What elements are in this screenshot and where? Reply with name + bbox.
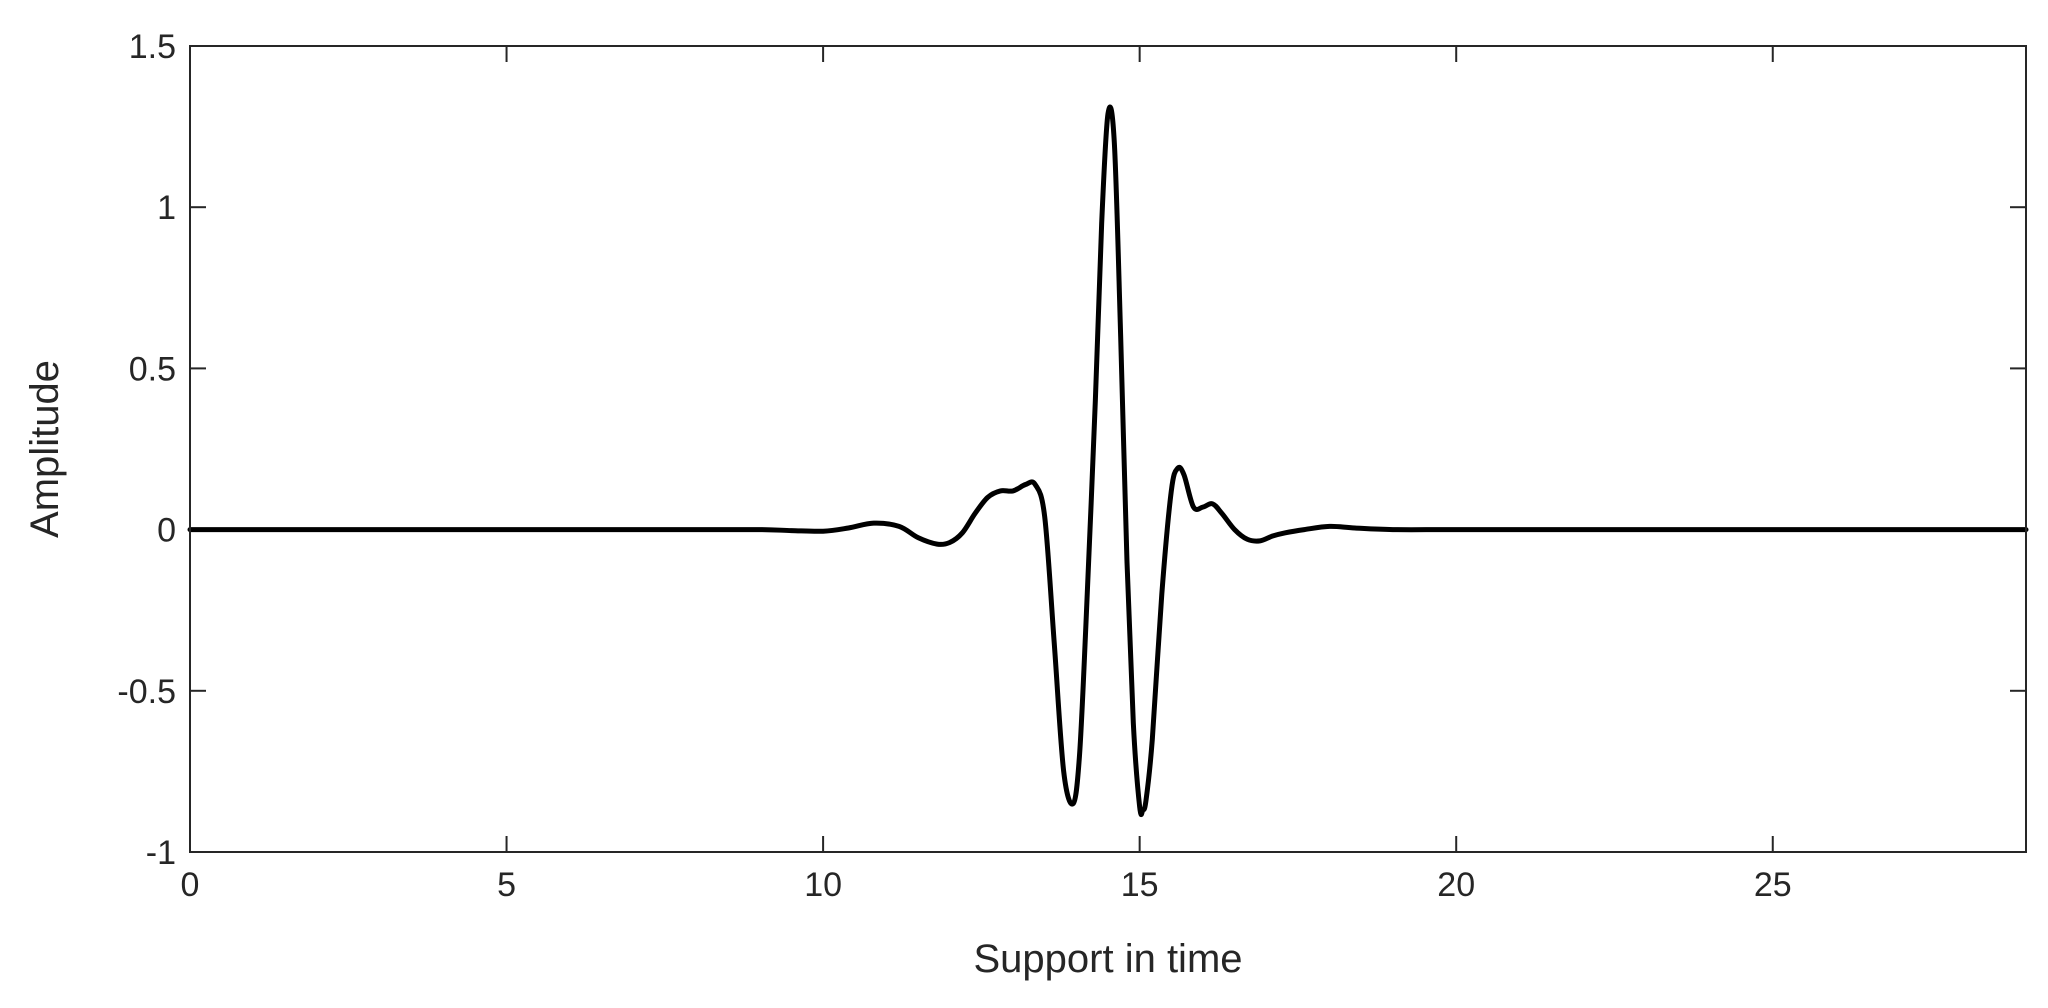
y-tick-label: 1: [157, 189, 176, 227]
y-tick-label: 0.5: [129, 350, 176, 388]
y-axis-title: Amplitude: [23, 360, 67, 538]
y-tick-label: -1: [146, 834, 176, 872]
plot-area: [190, 46, 2026, 852]
x-tick-label: 25: [1754, 866, 1792, 904]
x-axis-title: Support in time: [973, 937, 1242, 981]
y-tick-label: 1.5: [129, 28, 176, 66]
x-tick-labels: 0 5 10 15 20 25: [181, 866, 1792, 904]
x-tick-label: 5: [497, 866, 516, 904]
x-tick-label: 15: [1121, 866, 1159, 904]
series-layer: [187, 104, 2029, 818]
plot-frame: [189, 45, 2027, 853]
y-tick-label: 0: [157, 512, 176, 550]
y-tick-labels: -1 -0.5 0 0.5 1 1.5: [117, 28, 176, 872]
x-tick-label: 20: [1437, 866, 1475, 904]
x-tick-label: 0: [181, 866, 200, 904]
x-tick-label: 10: [804, 866, 842, 904]
y-tick-label: -0.5: [117, 673, 176, 711]
series-line: [187, 104, 2029, 818]
